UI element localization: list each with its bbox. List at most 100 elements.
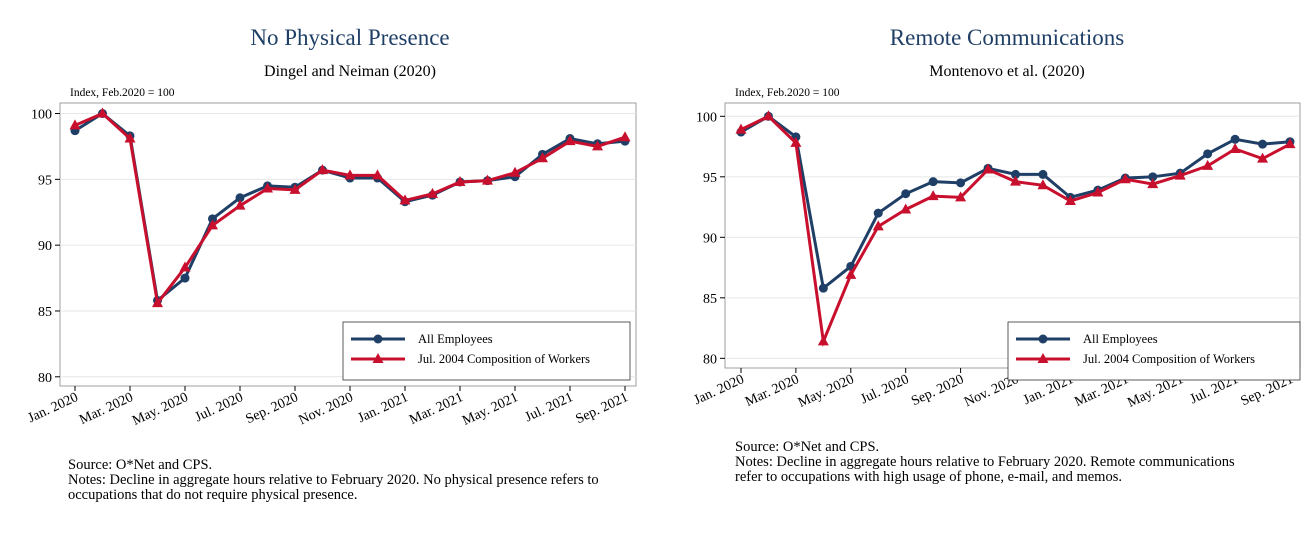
point bbox=[1037, 353, 1049, 363]
point bbox=[180, 273, 190, 283]
point bbox=[1284, 138, 1296, 149]
point bbox=[317, 164, 328, 175]
x-tick-label: Jan. 2020 bbox=[692, 372, 747, 408]
chart: Remote Communications Montenovo et al. (2… bbox=[692, 25, 1301, 411]
point bbox=[845, 268, 857, 279]
plot-frame bbox=[59, 102, 637, 387]
x-tick-label: Jul. 2021 bbox=[523, 390, 576, 425]
point bbox=[1119, 173, 1131, 184]
point bbox=[1203, 149, 1213, 159]
point bbox=[97, 107, 108, 118]
point bbox=[818, 283, 828, 293]
point bbox=[1202, 159, 1214, 170]
x-tick-label: May. 2021 bbox=[460, 390, 521, 429]
notes: Notes: Decline in aggregate hours relati… bbox=[735, 454, 1235, 485]
legend-label: All Employees bbox=[1083, 332, 1158, 346]
point bbox=[955, 191, 967, 202]
point bbox=[482, 174, 493, 185]
point bbox=[564, 135, 576, 146]
y-tick-label: 80 bbox=[38, 371, 52, 386]
chart-title: Remote Communications bbox=[890, 25, 1124, 50]
legend-box bbox=[1007, 321, 1301, 381]
point bbox=[790, 136, 802, 147]
point bbox=[373, 334, 383, 344]
y-tick-label: 90 bbox=[38, 239, 52, 254]
x-tick-label: Jul. 2020 bbox=[859, 372, 912, 407]
point bbox=[1038, 169, 1048, 179]
point bbox=[152, 297, 163, 308]
legend-label: Jul. 2004 Composition of Workers bbox=[1083, 352, 1255, 366]
point bbox=[900, 203, 912, 214]
point bbox=[537, 152, 548, 163]
point bbox=[1230, 134, 1240, 144]
point bbox=[1147, 178, 1159, 189]
point bbox=[1011, 169, 1020, 179]
point bbox=[592, 140, 603, 151]
chart-subtitle: Dingel and Neiman (2020) bbox=[264, 63, 436, 80]
point bbox=[69, 119, 81, 130]
point bbox=[289, 183, 301, 194]
point bbox=[901, 189, 911, 199]
chart: No Physical Presence Dingel and Neiman (2… bbox=[26, 25, 637, 429]
series bbox=[69, 107, 631, 308]
x-tick-label: Sep. 2021 bbox=[574, 390, 631, 427]
y-axis-label: Index, Feb.2020 = 100 bbox=[735, 87, 840, 99]
x-tick-label: Jan. 2021 bbox=[356, 390, 411, 426]
series bbox=[735, 110, 1296, 348]
point bbox=[208, 214, 217, 224]
point bbox=[372, 353, 384, 363]
source: Source: O*Net and CPS. bbox=[735, 439, 880, 455]
x-tick-label: Sep. 2020 bbox=[244, 390, 301, 427]
point bbox=[956, 178, 966, 188]
legend-label: Jul. 2004 Composition of Workers bbox=[418, 352, 590, 366]
notes: Notes: Decline in aggregate hours relati… bbox=[68, 472, 599, 503]
point bbox=[124, 132, 136, 143]
y-tick-label: 100 bbox=[696, 110, 717, 125]
point bbox=[234, 199, 246, 210]
legend-item: All Employees bbox=[351, 332, 493, 346]
point bbox=[454, 175, 466, 186]
point bbox=[509, 166, 521, 177]
x-tick-label: Mar. 2020 bbox=[743, 372, 802, 410]
line bbox=[74, 111, 626, 307]
legend-item: All Employees bbox=[1016, 332, 1158, 346]
legend-item: Jul. 2004 Composition of Workers bbox=[1016, 352, 1255, 366]
point bbox=[235, 193, 245, 203]
point bbox=[873, 208, 883, 218]
point bbox=[927, 190, 939, 201]
point bbox=[1010, 175, 1021, 186]
x-tick-label: Sep. 2020 bbox=[909, 372, 966, 409]
x-tick-label: Mar. 2020 bbox=[77, 390, 136, 428]
series bbox=[736, 111, 1295, 293]
chart-title: No Physical Presence bbox=[250, 25, 449, 50]
point bbox=[1174, 169, 1186, 180]
legend-label: All Employees bbox=[418, 332, 493, 346]
y-tick-label: 95 bbox=[38, 173, 52, 188]
y-tick-label: 90 bbox=[703, 231, 717, 246]
point bbox=[372, 169, 383, 180]
y-tick-label: 85 bbox=[703, 292, 717, 307]
x-tick-label: May. 2020 bbox=[130, 390, 191, 429]
point bbox=[344, 169, 356, 180]
point bbox=[1148, 172, 1158, 182]
x-tick-label: May. 2020 bbox=[796, 372, 857, 411]
point bbox=[1038, 334, 1048, 344]
point bbox=[207, 219, 218, 230]
point bbox=[1229, 142, 1241, 153]
point bbox=[619, 131, 631, 142]
point bbox=[982, 163, 994, 174]
point bbox=[1258, 139, 1268, 149]
y-tick-label: 85 bbox=[38, 305, 52, 320]
y-tick-label: 95 bbox=[703, 171, 717, 186]
source: Source: O*Net and CPS. bbox=[68, 457, 213, 473]
point bbox=[1037, 179, 1049, 190]
legend-box bbox=[342, 321, 631, 381]
y-axis-label: Index, Feb.2020 = 100 bbox=[70, 87, 175, 99]
point bbox=[817, 335, 829, 346]
point bbox=[762, 110, 774, 121]
x-tick-label: Mar. 2021 bbox=[407, 390, 466, 428]
point bbox=[928, 177, 938, 187]
point bbox=[735, 123, 747, 134]
line bbox=[74, 111, 626, 304]
